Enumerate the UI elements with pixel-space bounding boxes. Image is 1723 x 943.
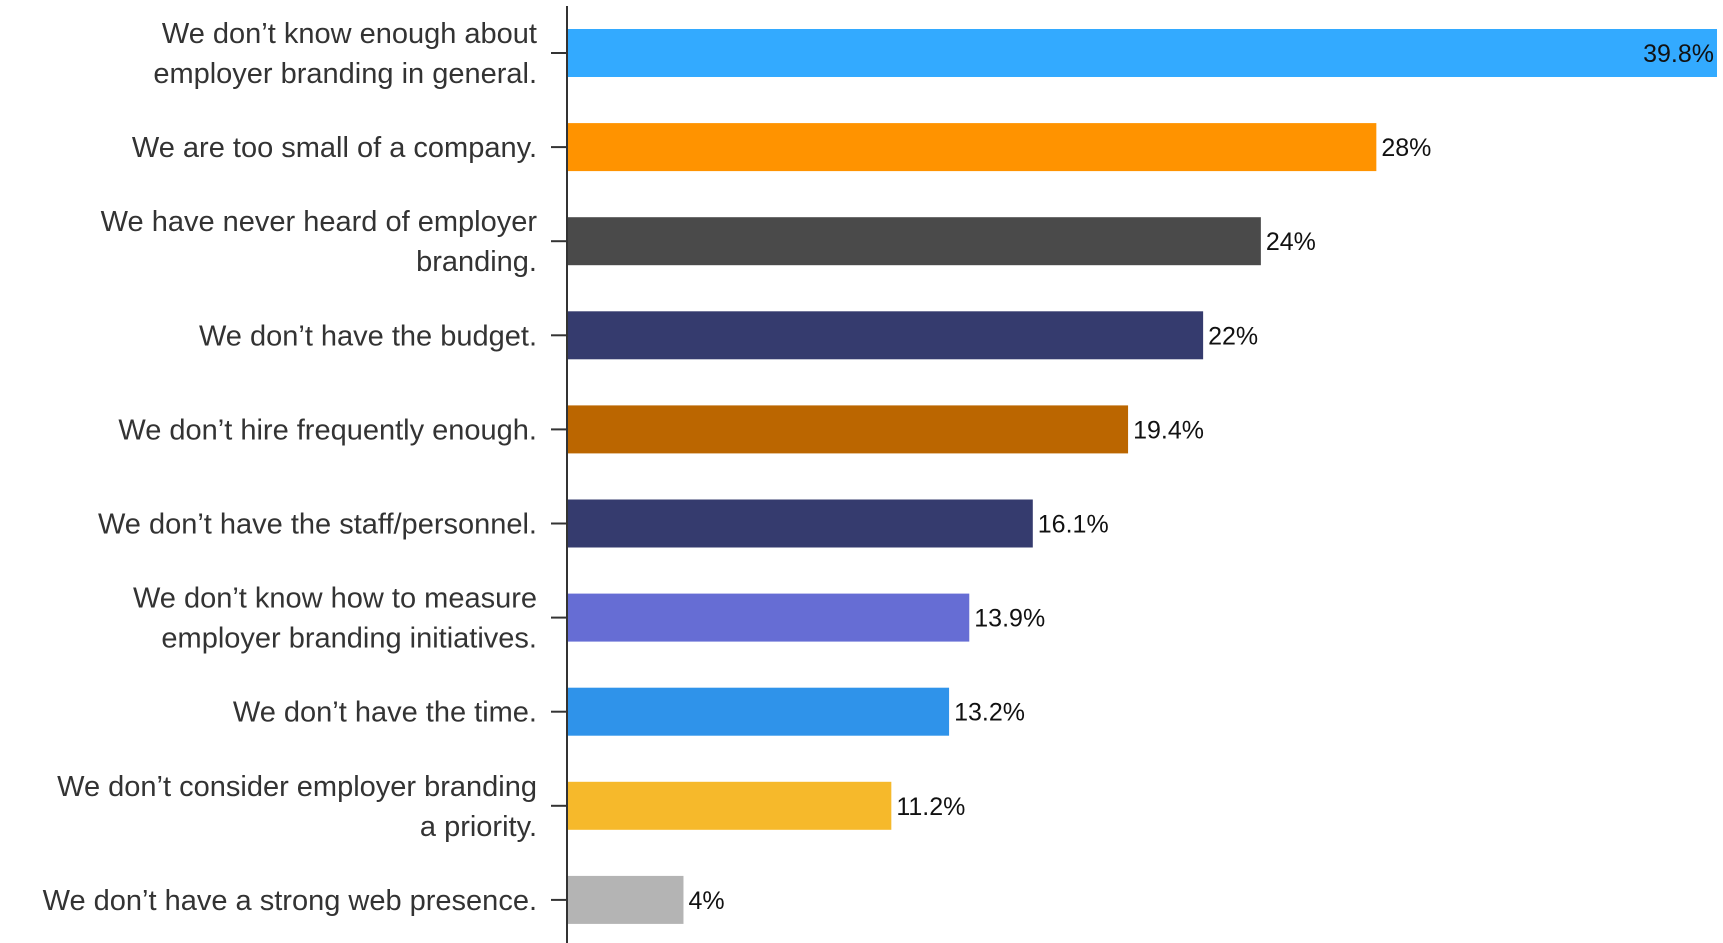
value-label-7: 13.9%	[974, 605, 1045, 633]
category-label-7: We don’t know how to measure employer bra…	[133, 583, 537, 655]
category-label-6: We don’t have the staff/personnel.	[98, 509, 537, 541]
bar-7	[568, 593, 970, 642]
value-label-2: 28%	[1381, 134, 1431, 162]
bar-2	[568, 123, 1377, 172]
value-label-8: 13.2%	[954, 699, 1025, 727]
bar-6	[568, 499, 1033, 548]
bar-9	[568, 781, 892, 830]
category-label-10: We don’t have a strong web presence.	[43, 885, 537, 917]
bar-5	[568, 405, 1129, 454]
value-label-1: 39.8%	[1643, 40, 1714, 68]
bar-3	[568, 217, 1261, 266]
category-label-8: We don’t have the time.	[233, 697, 537, 729]
value-label-9: 11.2%	[896, 793, 965, 821]
category-label-9: We don’t consider employer branding a pri…	[57, 771, 537, 843]
category-label-3: We have never heard of employer branding.	[101, 206, 538, 278]
category-label-5: We don’t hire frequently enough.	[118, 414, 537, 446]
value-label-5: 19.4%	[1133, 416, 1204, 444]
category-label-2: We are too small of a company.	[132, 132, 537, 164]
value-label-10: 4%	[688, 887, 724, 915]
bar-1	[568, 29, 1717, 77]
bar-10	[568, 875, 684, 924]
bar-4	[568, 311, 1204, 360]
value-label-6: 16.1%	[1038, 511, 1109, 539]
category-label-4: We don’t have the budget.	[199, 320, 537, 352]
bar-8	[568, 687, 950, 736]
bars-layer: We don’t know enough about employer brand…	[43, 18, 1717, 924]
category-label-1: We don’t know enough about employer brand…	[153, 18, 537, 90]
value-label-4: 22%	[1208, 322, 1258, 350]
value-label-3: 24%	[1266, 228, 1316, 256]
